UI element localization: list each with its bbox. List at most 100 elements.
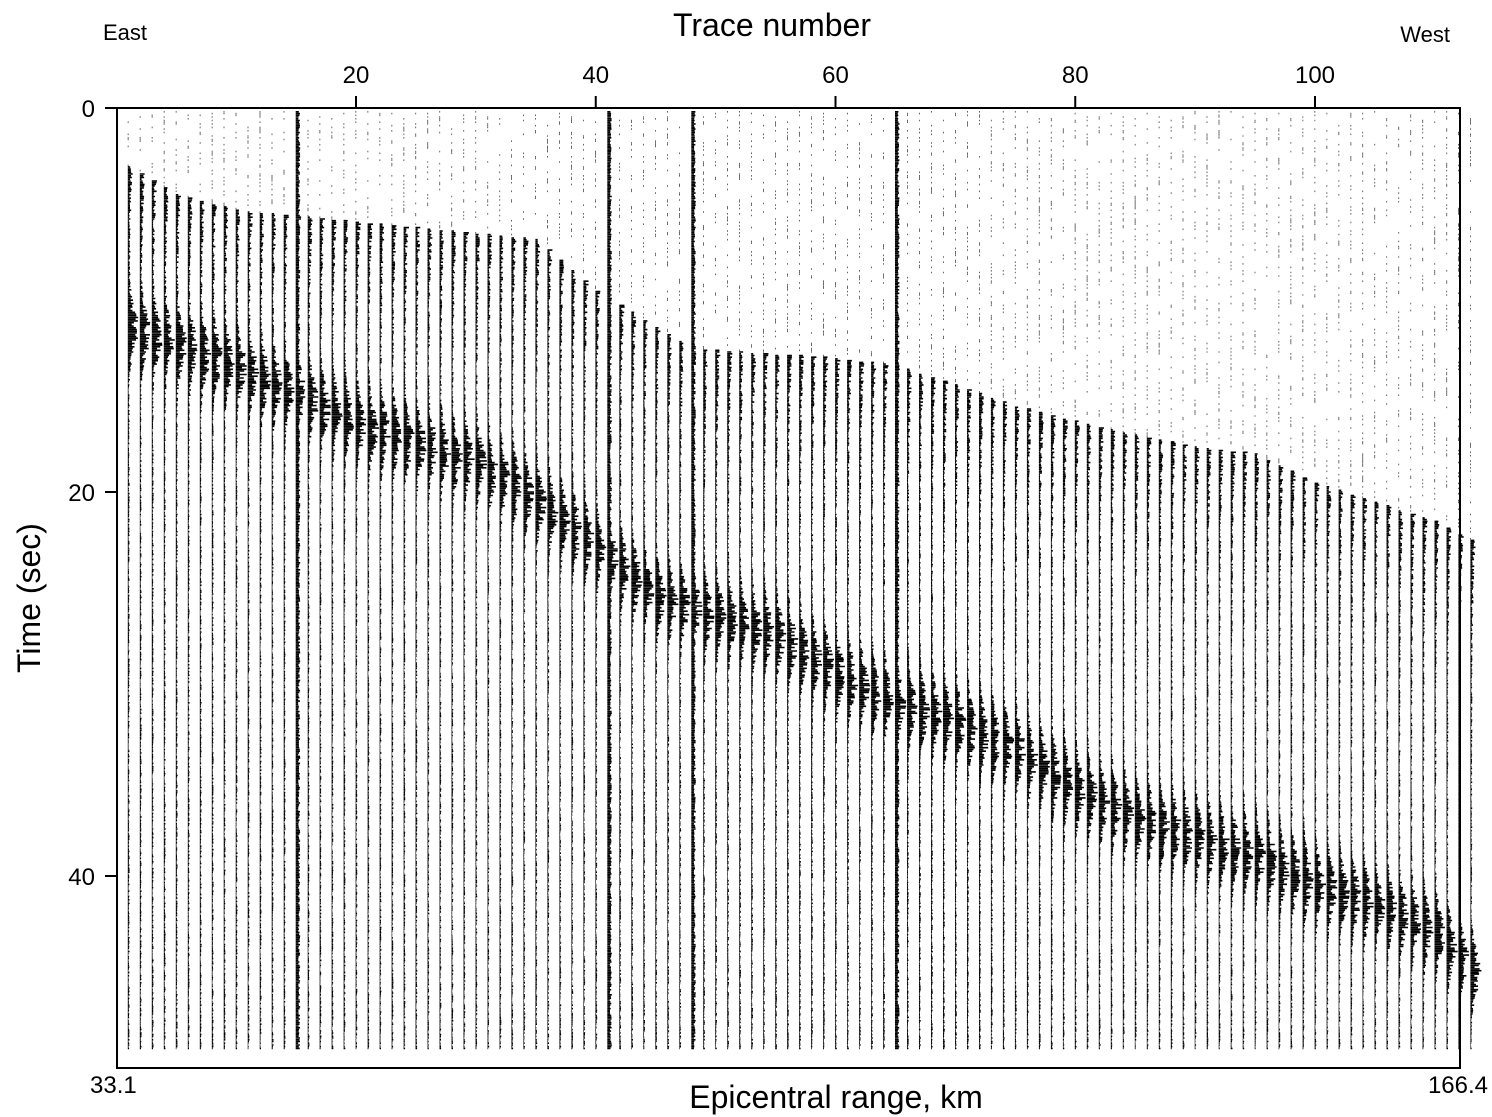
seismic-trace	[439, 111, 452, 1050]
seismic-trace	[1014, 111, 1026, 1050]
seismic-trace	[511, 140, 522, 1050]
seismic-trace	[1290, 118, 1301, 1050]
seismic-trace	[979, 111, 989, 1050]
seismic-trace	[811, 116, 823, 1050]
seismic-trace	[1326, 112, 1338, 1050]
seismic-trace	[1410, 114, 1422, 1050]
seismic-trace	[211, 112, 223, 1050]
seismic-trace	[1314, 111, 1326, 1050]
seismic-trace	[1446, 111, 1458, 1050]
seismic-trace	[1182, 116, 1193, 1050]
seismic-trace	[787, 121, 799, 1050]
seismic-trace	[883, 118, 894, 1050]
trace-tick-label: 20	[343, 62, 370, 89]
seismic-trace	[391, 112, 402, 1050]
range-max-label: 166.4	[1428, 1072, 1488, 1099]
seismic-trace	[547, 124, 559, 1050]
seismic-trace	[463, 114, 475, 1050]
trace-tick-label: 60	[822, 62, 849, 89]
seismic-trace	[1134, 118, 1147, 1050]
seismic-trace	[895, 111, 907, 1050]
seismic-trace	[619, 119, 631, 1050]
seismic-trace	[415, 112, 427, 1050]
seismic-trace	[295, 111, 306, 1050]
seismic-trace	[1050, 118, 1062, 1050]
seismic-trace	[163, 111, 175, 1050]
seismic-trace	[559, 112, 571, 1050]
seismic-trace	[307, 119, 319, 1050]
seismic-trace	[1242, 116, 1254, 1050]
seismic-trace	[835, 118, 845, 1050]
seismic-trace	[355, 111, 367, 1050]
top-axis-title: Trace number	[673, 7, 871, 43]
seismic-trace	[379, 112, 391, 1050]
seismic-trace	[1026, 111, 1039, 1050]
seismic-trace	[1398, 126, 1409, 1050]
seismic-trace	[799, 111, 810, 1050]
seismic-trace	[175, 111, 187, 1050]
seismic-trace	[475, 111, 487, 1050]
seismic-trace	[607, 111, 619, 1050]
seismic-trace	[259, 111, 272, 1050]
seismic-trace	[739, 111, 750, 1050]
seismic-trace	[1194, 111, 1206, 1050]
seismic-trace	[643, 116, 655, 1050]
seismic-trace	[499, 118, 511, 1050]
seismic-trace	[1062, 128, 1074, 1050]
seismic-trace	[1350, 112, 1362, 1050]
trace-tick-label: 80	[1062, 62, 1089, 89]
seismic-trace	[235, 112, 247, 1050]
seismic-trace	[319, 116, 331, 1050]
seismic-trace	[1086, 116, 1098, 1050]
seismic-trace	[871, 114, 882, 1050]
time-tick-label: 20	[68, 480, 95, 507]
west-label: West	[1400, 22, 1450, 47]
seismic-trace	[247, 126, 260, 1050]
seismic-trace	[403, 118, 415, 1050]
east-label: East	[103, 20, 147, 45]
seismic-trace	[1146, 112, 1157, 1050]
seismic-trace	[1470, 118, 1482, 1050]
seismic-trace	[1110, 112, 1123, 1050]
seismic-trace	[595, 121, 607, 1050]
seismic-trace	[691, 111, 703, 1050]
seismic-trace	[859, 123, 871, 1050]
trace-tick-label: 100	[1295, 62, 1335, 89]
seismic-trace	[487, 116, 498, 1050]
seismic-trace	[271, 118, 283, 1050]
seismic-trace	[331, 118, 343, 1050]
seismic-trace	[223, 111, 235, 1050]
seismic-trace	[727, 111, 738, 1050]
time-tick-label: 0	[82, 96, 95, 123]
seismic-trace	[151, 114, 163, 1050]
seismic-trace	[451, 128, 463, 1050]
seismic-trace	[1206, 116, 1218, 1050]
seismic-trace	[1122, 116, 1134, 1050]
seismic-trace	[703, 116, 715, 1050]
seismic-trace	[1434, 111, 1445, 1050]
y-axis-title: Time (sec)	[11, 523, 47, 673]
seismic-trace	[1374, 111, 1386, 1050]
seismic-trace	[967, 111, 978, 1050]
seismic-trace	[1170, 119, 1182, 1050]
seismic-trace	[763, 114, 775, 1050]
seismic-trace	[1254, 112, 1266, 1050]
seismic-trace	[1038, 118, 1051, 1050]
seismic-trace	[679, 126, 691, 1050]
seismic-trace	[631, 119, 643, 1050]
seismic-trace	[199, 114, 212, 1050]
seismic-trace	[655, 118, 667, 1050]
seismic-trace	[775, 116, 787, 1050]
seismic-trace	[535, 114, 547, 1050]
seismic-trace	[1230, 111, 1242, 1050]
seismic-trace	[187, 114, 198, 1050]
seismic-trace	[127, 121, 139, 1050]
seismic-trace	[583, 119, 595, 1050]
seismic-trace	[1422, 119, 1434, 1050]
seismic-trace	[427, 112, 438, 1050]
seismic-trace	[1386, 118, 1397, 1050]
seismic-trace	[343, 112, 354, 1050]
seismic-trace	[1218, 111, 1230, 1050]
seismic-trace	[1278, 112, 1290, 1050]
